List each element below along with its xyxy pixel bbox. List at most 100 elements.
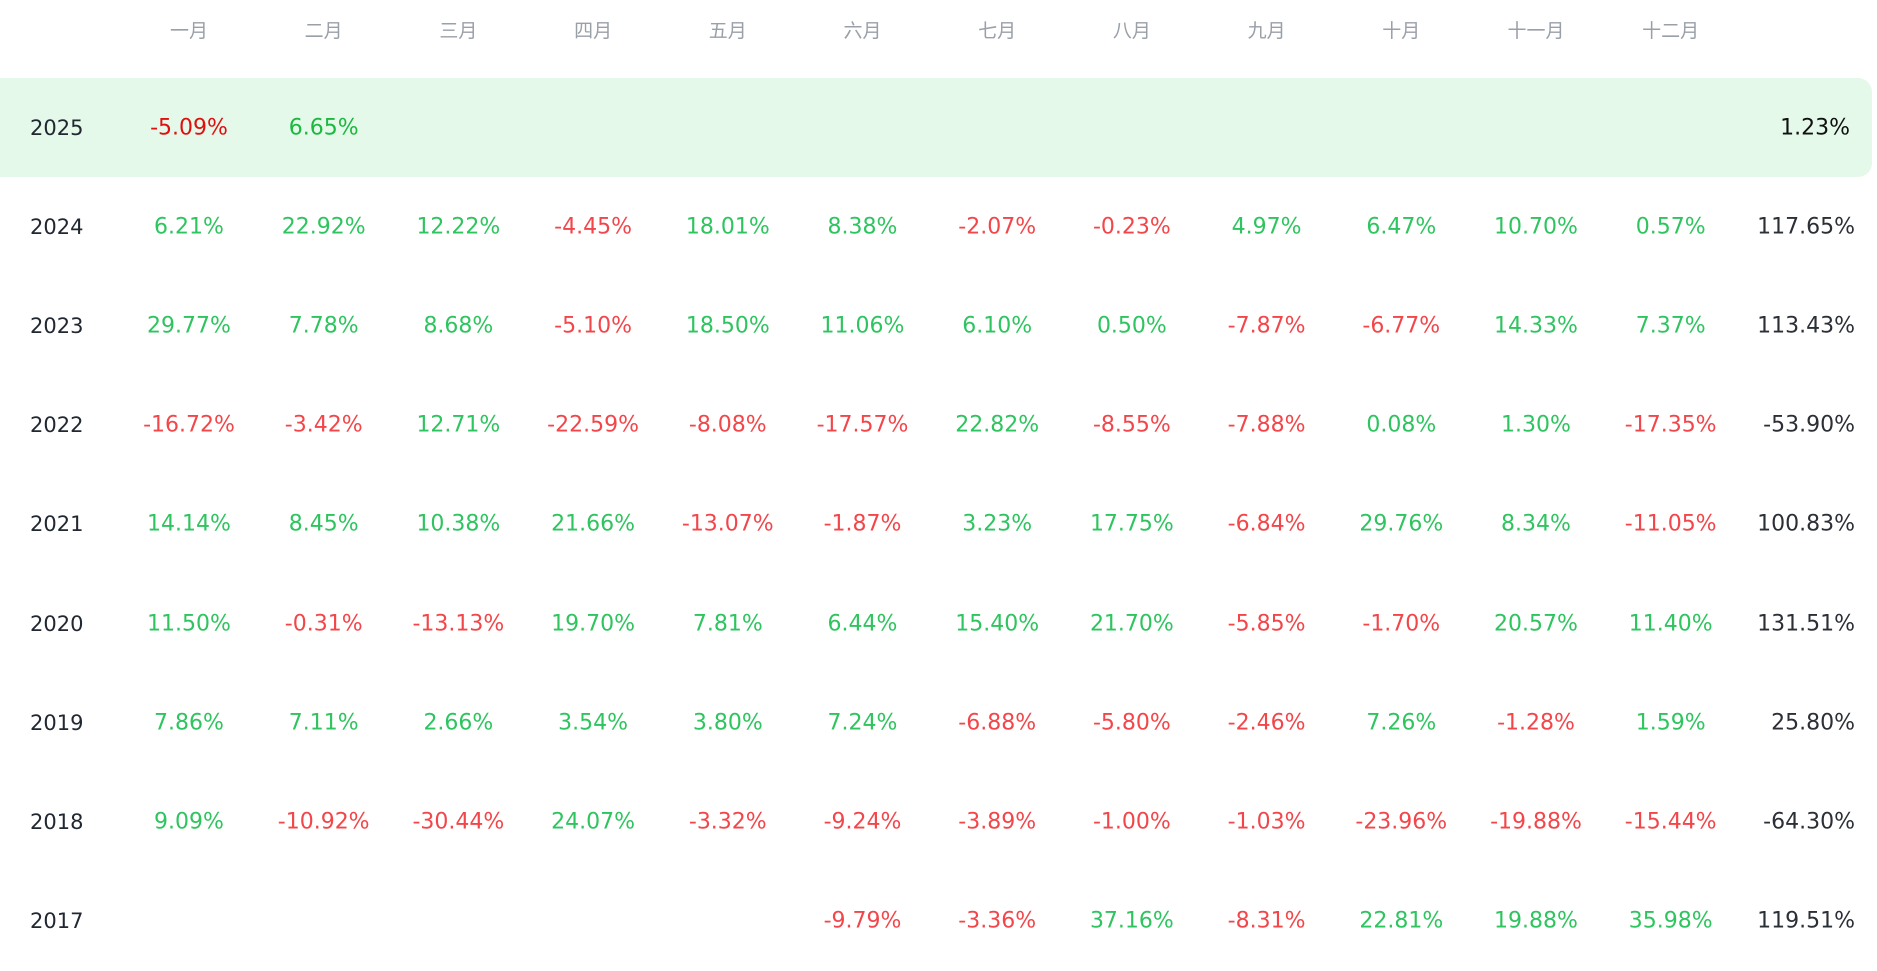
- year-total: 131.51%: [1757, 611, 1855, 636]
- month-return-cell: -19.88%: [1490, 809, 1582, 835]
- month-return-cell: -1.28%: [1497, 710, 1575, 736]
- month-return-cell: 18.01%: [685, 214, 770, 240]
- month-return-cell: -6.88%: [958, 710, 1037, 736]
- month-return-cell: -8.31%: [1227, 908, 1306, 934]
- year-total: 25.80%: [1771, 710, 1855, 736]
- month-return-cell: 6.10%: [962, 313, 1033, 339]
- month-return-cell: 18.50%: [685, 313, 770, 339]
- month-return-cell: -1.87%: [823, 511, 902, 537]
- month-return-cell: 1.30%: [1501, 412, 1571, 438]
- month-return-cell: -17.35%: [1624, 412, 1717, 438]
- month-return-cell: 11.50%: [147, 611, 231, 636]
- month-return-cell: 2.66%: [423, 710, 494, 736]
- month-return-cell: -10.92%: [277, 809, 370, 835]
- month-return-cell: -6.77%: [1362, 313, 1441, 339]
- table-row[interactable]: 2024 6.21% 22.92% 12.22% -4.45% 18.01% 8.38% -2…: [0, 177, 1877, 276]
- month-header-8: 八月: [1112, 20, 1151, 42]
- month-return-cell: 3.80%: [692, 710, 763, 736]
- month-return-cell: -0.31%: [284, 611, 363, 636]
- month-return-cell: -7.87%: [1227, 313, 1306, 339]
- month-return-cell: 17.75%: [1089, 511, 1174, 537]
- month-return-cell: -3.89%: [958, 809, 1037, 835]
- month-return-cell: -1.03%: [1227, 809, 1306, 835]
- table-row[interactable]: 2025 -5.09% 6.65% 1.23%: [0, 78, 1872, 177]
- month-return-cell: -4.45%: [554, 214, 632, 240]
- month-return-cell: 37.16%: [1089, 908, 1174, 934]
- table-row[interactable]: 2017 -9.79% -3.36% 37.16% -8.31% 22.81% 19.88%…: [0, 872, 1877, 971]
- month-return-cell: -8.08%: [688, 412, 767, 438]
- year-total: 100.83%: [1757, 511, 1855, 537]
- month-return-cell: -15.44%: [1624, 809, 1717, 835]
- month-header-11: 十一月: [1507, 20, 1565, 42]
- table-row[interactable]: 2020 11.50% -0.31% -13.13% 19.70% 7.81% 6.44% 1…: [0, 574, 1877, 673]
- year-total: -53.90%: [1763, 412, 1855, 438]
- table-row[interactable]: 2019 7.86% 7.11% 2.66% 3.54% 3.80% 7.24% -6.88%…: [0, 673, 1877, 772]
- month-header-2: 二月: [304, 20, 343, 42]
- year-label: 2023: [30, 313, 84, 338]
- year-label: 2020: [30, 611, 84, 636]
- month-return-cell: 24.07%: [551, 809, 636, 835]
- month-return-cell: 29.77%: [147, 313, 231, 339]
- month-return-cell: -30.44%: [412, 809, 505, 835]
- month-return-cell: 7.78%: [288, 313, 359, 339]
- month-return-cell: 8.45%: [288, 511, 359, 537]
- month-return-cell: -0.23%: [1092, 214, 1171, 240]
- month-return-cell: 11.06%: [820, 313, 905, 339]
- month-return-cell: 1.59%: [1635, 710, 1706, 736]
- month-return-cell: 21.70%: [1089, 611, 1174, 636]
- year-label: 2024: [30, 214, 84, 239]
- year-total: 119.51%: [1757, 908, 1855, 934]
- month-return-cell: -9.24%: [823, 809, 902, 835]
- month-return-cell: 7.11%: [288, 710, 359, 736]
- month-return-cell: -5.80%: [1092, 710, 1171, 736]
- month-return-cell: 3.54%: [558, 710, 629, 736]
- year-label: 2017: [30, 909, 84, 934]
- month-return-cell: 14.33%: [1494, 313, 1578, 339]
- month-return-cell: 20.57%: [1494, 611, 1578, 636]
- table-row[interactable]: 2018 9.09% -10.92% -30.44% 24.07% -3.32% -9.24…: [0, 772, 1877, 871]
- month-return-cell: 3.23%: [962, 511, 1033, 537]
- month-return-cell: -13.13%: [412, 611, 505, 636]
- month-header-5: 五月: [708, 20, 747, 42]
- month-header-3: 三月: [439, 20, 478, 42]
- year-label: 2022: [30, 413, 84, 438]
- month-header-1: 一月: [169, 20, 208, 42]
- month-return-cell: 10.38%: [416, 511, 501, 537]
- month-return-cell: -2.07%: [958, 214, 1037, 240]
- month-header-4: 四月: [574, 20, 613, 42]
- month-return-cell: 19.70%: [551, 611, 636, 636]
- month-return-cell: -5.85%: [1227, 611, 1306, 636]
- month-return-cell: 8.34%: [1501, 511, 1571, 537]
- month-header-7: 七月: [978, 20, 1017, 42]
- month-return-cell: -17.57%: [816, 412, 909, 438]
- monthly-returns-table: 一月 二月 三月 四月 五月 六月 七月 八月 九月 十月 十一月 十二月 2025 -5.09% 6.6…: [0, 0, 1877, 934]
- month-return-cell: -5.10%: [554, 313, 632, 339]
- month-return-cell: 4.97%: [1231, 214, 1302, 240]
- year-total: -64.30%: [1763, 809, 1855, 835]
- month-return-cell: -13.07%: [681, 511, 774, 537]
- month-return-cell: 8.38%: [827, 214, 898, 240]
- month-return-cell: -11.05%: [1624, 511, 1717, 537]
- month-return-cell: -1.00%: [1092, 809, 1171, 835]
- month-return-cell: 29.76%: [1359, 511, 1444, 537]
- month-return-cell: 21.66%: [551, 511, 636, 537]
- month-return-cell: -16.72%: [143, 412, 235, 438]
- month-return-cell: 22.92%: [281, 214, 366, 240]
- table-row[interactable]: 2022 -16.72% -3.42% 12.71% -22.59% -8.08% -17.…: [0, 376, 1877, 475]
- month-return-cell: 6.47%: [1366, 214, 1437, 240]
- month-return-cell: -1.70%: [1362, 611, 1441, 636]
- month-return-cell: -3.32%: [688, 809, 767, 835]
- month-header-9: 九月: [1247, 20, 1286, 42]
- month-return-cell: 10.70%: [1494, 214, 1578, 240]
- table-row[interactable]: 2023 29.77% 7.78% 8.68% -5.10% 18.50% 11.06% 6.…: [0, 276, 1877, 375]
- month-return-cell: -5.09%: [150, 115, 228, 140]
- month-return-cell: 7.37%: [1635, 313, 1706, 339]
- month-return-cell: 7.24%: [827, 710, 898, 736]
- month-return-cell: -3.36%: [958, 908, 1037, 934]
- month-return-cell: 12.71%: [416, 412, 501, 438]
- month-return-cell: 6.21%: [154, 214, 224, 240]
- table-row[interactable]: 2021 14.14% 8.45% 10.38% 21.66% -13.07% -1.87%…: [0, 475, 1877, 574]
- month-return-cell: 8.68%: [423, 313, 494, 339]
- month-return-cell: 15.40%: [955, 611, 1040, 636]
- year-label: 2019: [30, 710, 84, 735]
